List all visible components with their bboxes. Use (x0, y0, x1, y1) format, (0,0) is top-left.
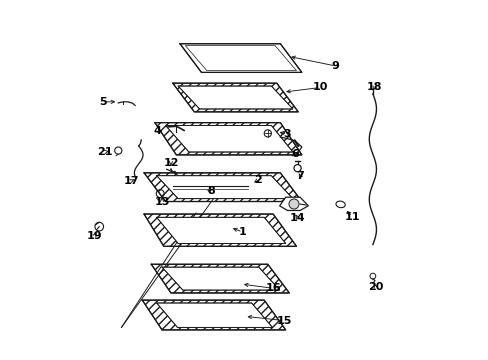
Polygon shape (156, 303, 272, 327)
Circle shape (293, 165, 301, 172)
Text: 15: 15 (276, 316, 291, 325)
Text: 9: 9 (331, 61, 339, 71)
Polygon shape (165, 126, 292, 152)
Ellipse shape (335, 201, 345, 208)
Polygon shape (180, 44, 301, 72)
Text: 21: 21 (97, 147, 112, 157)
Text: 10: 10 (312, 82, 327, 93)
Text: 6: 6 (290, 149, 298, 159)
Text: 4: 4 (153, 126, 162, 135)
Circle shape (288, 199, 298, 209)
Text: 1: 1 (238, 227, 246, 237)
Text: 13: 13 (154, 197, 169, 207)
Text: 20: 20 (367, 282, 382, 292)
Text: 19: 19 (86, 231, 102, 240)
Polygon shape (156, 217, 285, 243)
Text: 14: 14 (289, 213, 305, 222)
Text: 7: 7 (296, 171, 304, 181)
Polygon shape (162, 267, 279, 290)
Text: 3: 3 (283, 129, 291, 139)
Circle shape (264, 130, 271, 137)
Text: 18: 18 (366, 82, 381, 93)
Polygon shape (279, 197, 308, 211)
Text: 5: 5 (99, 97, 106, 107)
Text: 16: 16 (265, 283, 281, 293)
Text: 8: 8 (207, 186, 215, 197)
Polygon shape (156, 176, 292, 199)
Polygon shape (178, 86, 292, 109)
Text: 17: 17 (123, 176, 139, 186)
Text: 12: 12 (163, 158, 179, 168)
Text: 2: 2 (254, 175, 262, 185)
Text: 11: 11 (344, 212, 359, 221)
